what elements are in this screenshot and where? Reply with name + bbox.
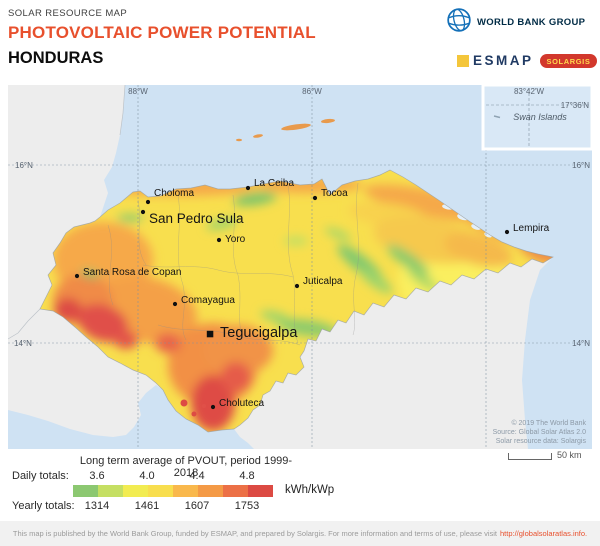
legend-value: 4.8 [239, 470, 255, 482]
department-borders [107, 182, 359, 346]
esmap-wordmark: ESMAP [473, 53, 534, 68]
city-label: Juticalpa [303, 276, 343, 287]
footer: This map is published by the World Bank … [0, 521, 600, 546]
legend-swatch [73, 485, 98, 497]
footer-text: This map is published by the World Bank … [12, 529, 497, 538]
world-bank-wordmark: WORLD BANK GROUP [477, 16, 586, 28]
city-label: Yoro [225, 234, 246, 245]
city-label: La Ceiba [254, 178, 294, 189]
bay-islands [236, 118, 335, 142]
daily-totals-label: Daily totals: [12, 470, 69, 482]
world-bank-globe-icon [446, 7, 472, 38]
scale-bar: 50 km [508, 450, 582, 460]
city-marker [145, 199, 151, 205]
city-label: Tocoa [321, 188, 348, 199]
solargis-logo: SOLARGIS [540, 54, 597, 68]
legend-swatch [173, 485, 198, 497]
caribbean-sea [100, 85, 592, 449]
legend-colorbar [73, 485, 273, 497]
grid-label: Swan Islands [513, 112, 567, 122]
copyright-line: © 2019 The World Bank [511, 419, 586, 427]
city-marker [172, 301, 178, 307]
honduras-map: 88°W 86°W 16°N 16°N 14°N 14°N 83°42'W 17°36'N Sw… [7, 83, 594, 449]
city-marker [140, 209, 146, 215]
scale-label: 50 km [557, 450, 582, 460]
grid-label: 14°N [572, 339, 590, 348]
page-title: PHOTOVOLTAIC POWER POTENTIAL [8, 23, 316, 42]
legend-unit: kWh/kWp [285, 484, 335, 496]
swan-islands-inset [481, 83, 594, 151]
city-marker [74, 273, 80, 279]
yearly-totals-label: Yearly totals: [12, 500, 75, 512]
map-kicker: SOLAR RESOURCE MAP [8, 8, 128, 19]
legend-value: 1753 [234, 500, 260, 512]
legend-value: 4.4 [189, 470, 205, 482]
footer-link[interactable]: http://globalsolaratlas.info. [500, 529, 588, 538]
map-copyright: © 2019 The World Bank Source: Global Sola… [493, 419, 587, 445]
legend-swatch [123, 485, 148, 497]
city-marker [245, 185, 251, 191]
honduras-border [39, 169, 554, 433]
daily-values: 3.6 4.0 4.4 4.8 [73, 470, 273, 482]
city-marker [206, 330, 214, 338]
legend-value: 1314 [84, 500, 110, 512]
legend-swatch [248, 485, 273, 497]
legend-title: Long term average of PVOUT, period 1999-… [79, 455, 293, 479]
city-marker [210, 404, 216, 410]
city-marker [504, 229, 510, 235]
city-label: Lempira [513, 223, 550, 234]
legend-swatch [223, 485, 248, 497]
world-bank-logo: WORLD BANK GROUP [446, 7, 586, 38]
gulf-islands [180, 399, 206, 417]
legend-value: 4.0 [139, 470, 155, 482]
grid-label: 88°W [128, 87, 148, 96]
yearly-values: 1314 1461 1607 1753 [73, 500, 273, 512]
esmap-logo: ESMAP [457, 53, 534, 68]
esmap-icon [457, 54, 469, 67]
city-label: Santa Rosa de Copan [83, 267, 181, 278]
grid-label: 86°W [302, 87, 322, 96]
legend-value: 3.6 [89, 470, 105, 482]
city-label: Choluteca [219, 398, 264, 409]
copyright-line: Source: Global Solar Atlas 2.0 [493, 429, 586, 436]
city-marker [216, 237, 222, 243]
city-label: San Pedro Sula [149, 211, 244, 226]
city-marker [294, 283, 300, 289]
city-label: Comayagua [181, 295, 235, 306]
grid-label: 14°N [14, 339, 32, 348]
city-marker [312, 195, 318, 201]
grid-label: 16°N [572, 161, 590, 170]
legend-swatch [198, 485, 223, 497]
pacific-sea [8, 385, 254, 449]
city-label: Tegucigalpa [220, 325, 298, 341]
legend-swatch [148, 485, 173, 497]
neighbor-borders [7, 84, 126, 340]
cities-layer: Choloma San Pedro Sula La Ceiba Tocoa Yoro Sa… [74, 178, 550, 410]
solargis-wordmark: SOLARGIS [546, 56, 591, 66]
copyright-line: Solar resource data: Solargis [496, 438, 587, 445]
swan-island-shape [493, 115, 501, 119]
grid-label: 17°36'N [561, 101, 590, 110]
legend-value: 1607 [184, 500, 210, 512]
country-title: HONDURAS [8, 49, 104, 67]
legend-value: 1461 [134, 500, 160, 512]
grid-label: 83°42'W [514, 87, 545, 96]
map-pane: 88°W 86°W 16°N 16°N 14°N 14°N 83°42'W 17°36'N Sw… [7, 83, 594, 449]
city-label: Choloma [154, 188, 194, 199]
legend-swatch [98, 485, 123, 497]
scale-bar-line [508, 453, 552, 460]
grid-labels-layer: 88°W 86°W 16°N 16°N 14°N 14°N 83°42'W 17°36'N Sw… [14, 87, 590, 348]
grid-label: 16°N [15, 161, 33, 170]
